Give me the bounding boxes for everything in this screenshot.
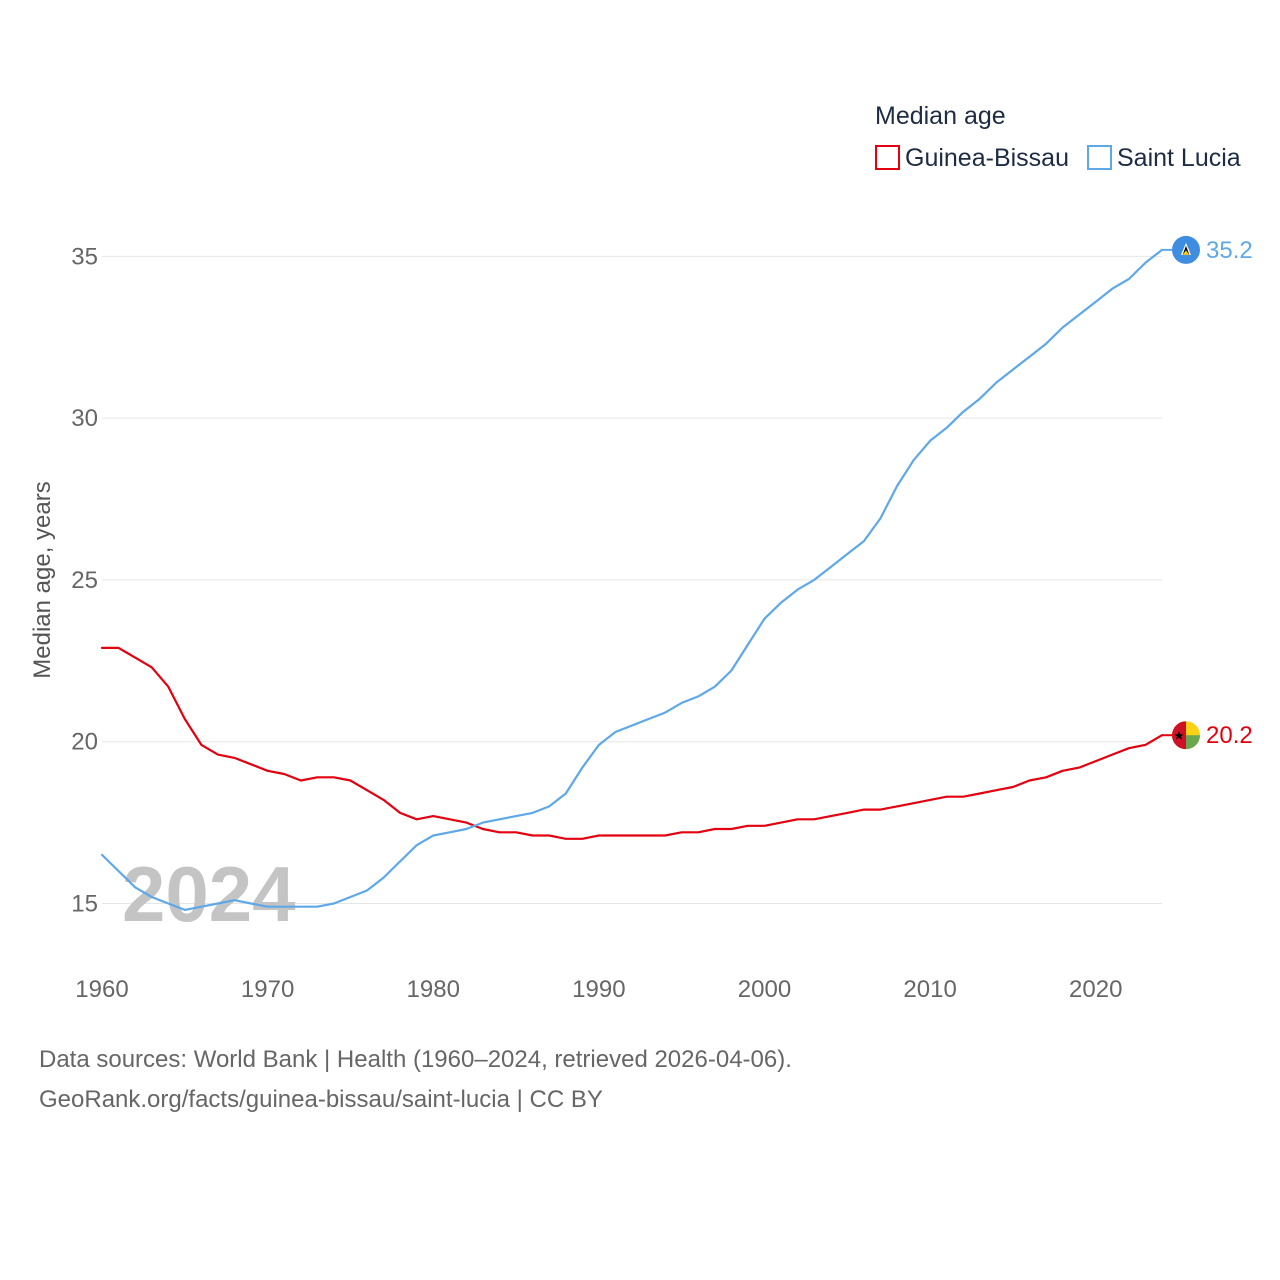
saint-lucia-flag-icon	[1172, 235, 1200, 264]
series-saint-lucia: 35.2	[100, 235, 1253, 912]
guinea-bissau-flag-icon	[1172, 721, 1200, 750]
grid-lines	[102, 255, 1162, 904]
legend-label: Guinea-Bissau	[905, 144, 1069, 172]
legend-swatch	[875, 145, 900, 170]
x-tick-label: 2000	[738, 976, 791, 1003]
series-line-guinea-bissau	[100, 646, 1164, 840]
series-guinea-bissau: 20.2	[100, 646, 1253, 840]
y-tick-label: 20	[71, 729, 98, 756]
end-value-label: 20.2	[1206, 722, 1253, 749]
x-tick-label: 1960	[75, 976, 128, 1003]
legend-item-guinea-bissau[interactable]: Guinea-Bissau	[875, 144, 1069, 172]
legend-title: Median age	[875, 102, 1006, 130]
y-axis-title: Median age, years	[29, 481, 56, 678]
series-line-saint-lucia	[100, 248, 1164, 912]
x-tick-label: 2010	[903, 976, 956, 1003]
x-tick-label: 1980	[407, 976, 460, 1003]
y-tick-label: 35	[71, 243, 98, 270]
data-sources-note: Data sources: World Bank | Health (1960–…	[39, 1046, 792, 1073]
legend-item-saint-lucia[interactable]: Saint Lucia	[1087, 144, 1241, 172]
x-tick-label: 1970	[241, 976, 294, 1003]
legend: Median age Guinea-Bissau Saint Lucia	[875, 102, 1241, 172]
legend-swatch	[1087, 145, 1112, 170]
attribution-link[interactable]: GeoRank.org/facts/guinea-bissau/saint-lu…	[39, 1086, 603, 1113]
y-tick-label: 15	[71, 890, 98, 917]
x-tick-label: 2020	[1069, 976, 1122, 1003]
legend-label: Saint Lucia	[1117, 144, 1241, 172]
x-tick-label: 1990	[572, 976, 625, 1003]
y-tick-label: 30	[71, 405, 98, 432]
x-axis-ticks: 1960 1970 1980 1990 2000 2010 2020	[75, 976, 1122, 1003]
y-tick-label: 25	[71, 567, 98, 594]
y-axis-ticks: 15 20 25 30 35	[71, 243, 98, 917]
series-layer: 20.2 35.2	[100, 235, 1253, 912]
end-value-label: 35.2	[1206, 237, 1253, 264]
year-watermark: 2024	[122, 850, 296, 938]
